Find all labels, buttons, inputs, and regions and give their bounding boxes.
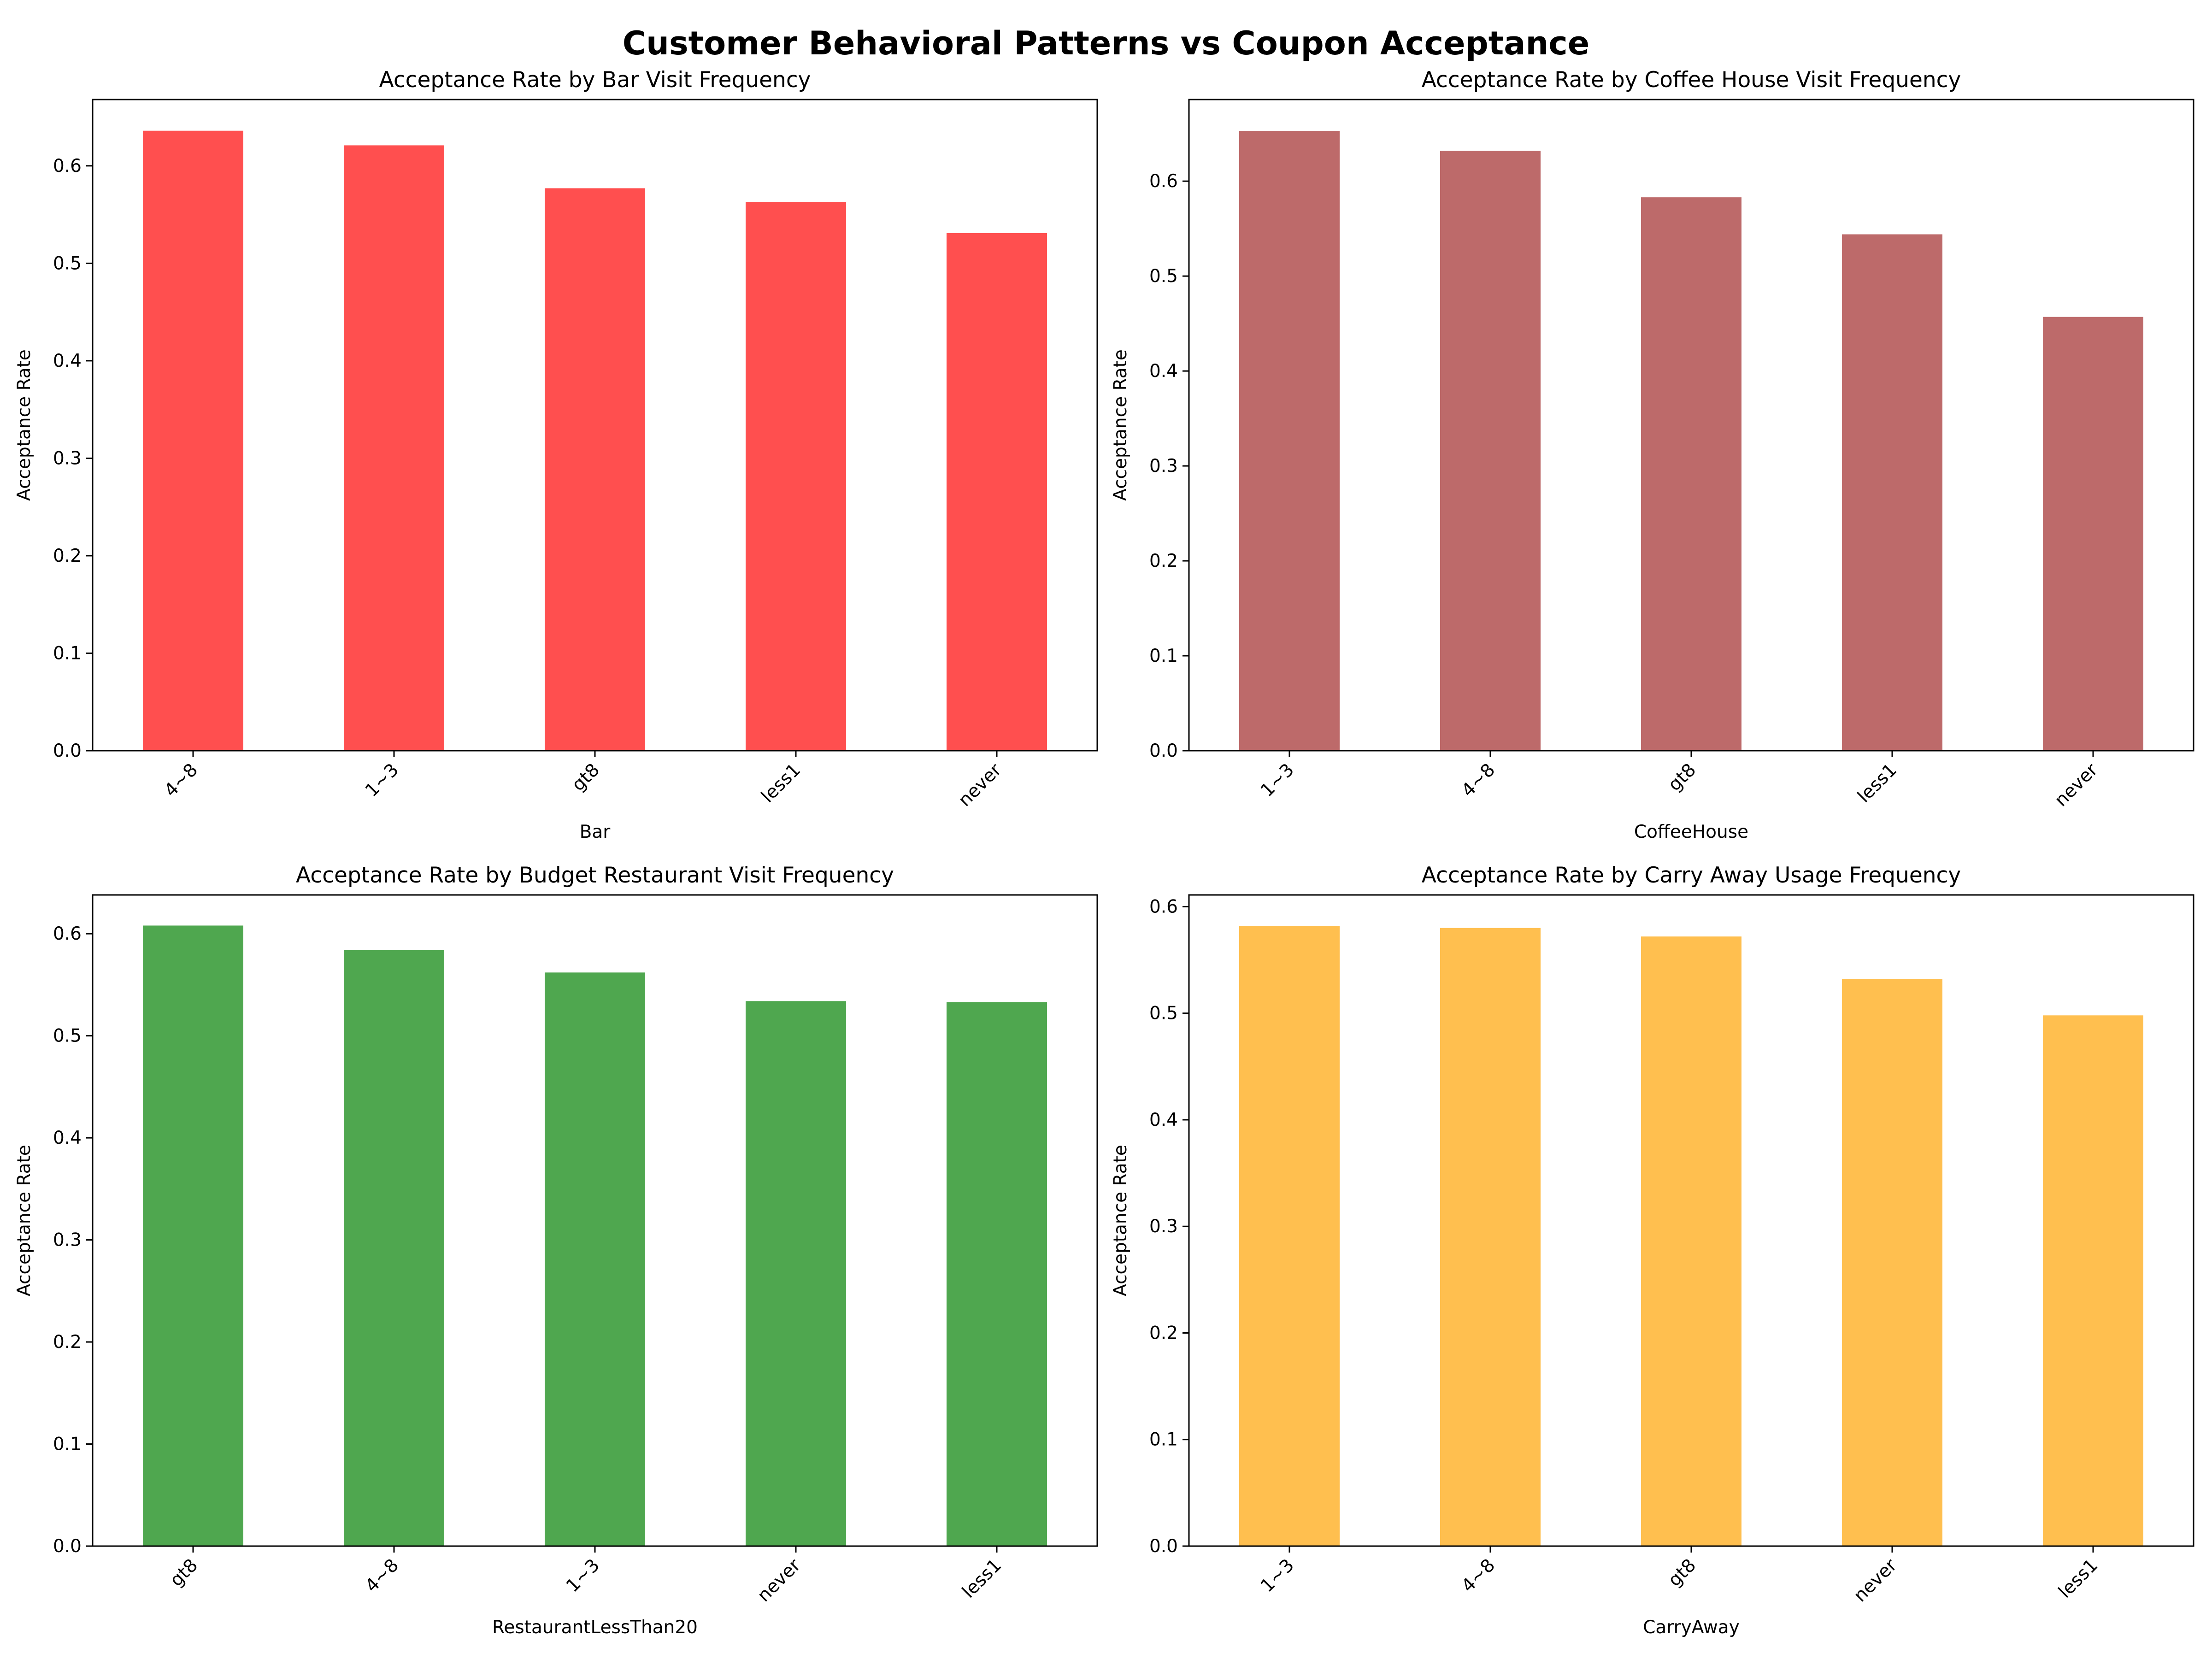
x-tick-label-restaurant-2: 1~3 (562, 1555, 604, 1596)
bar-restaurant-4 (947, 1002, 1047, 1546)
y-tick-label-coffeehouse-6: 0.6 (1149, 171, 1178, 192)
x-tick-label-coffeehouse-0: 1~3 (1257, 759, 1298, 801)
axes-frame-restaurant (92, 894, 1098, 1547)
x-tick-label-restaurant-1: 4~8 (361, 1555, 403, 1596)
y-tick-label-restaurant-1: 0.1 (53, 1434, 82, 1455)
bar-carryaway-1 (1440, 928, 1541, 1546)
y-axis-label-bar: Acceptance Rate (14, 349, 35, 501)
x-axis-label-restaurant: RestaurantLessThan20 (492, 1617, 698, 1638)
axes-frame-carryaway (1188, 894, 2194, 1547)
y-tick-label-carryaway-0: 0.0 (1149, 1536, 1178, 1557)
x-tick-label-bar-0: 4~8 (160, 759, 202, 801)
y-tick-label-bar-2: 0.2 (53, 546, 82, 566)
chart-title-bar: Acceptance Rate by Bar Visit Frequency (379, 67, 811, 93)
x-tick-label-carryaway-2: gt8 (1664, 1555, 1700, 1591)
x-tick-label-coffeehouse-1: 4~8 (1458, 759, 1499, 801)
y-tick-label-bar-5: 0.5 (53, 253, 82, 274)
y-tick-label-restaurant-2: 0.2 (53, 1332, 82, 1353)
y-tick-label-restaurant-5: 0.5 (53, 1026, 82, 1047)
y-tick-label-coffeehouse-3: 0.3 (1149, 456, 1178, 477)
x-axis-label-coffeehouse: CoffeeHouse (1634, 822, 1748, 842)
figure-title: Customer Behavioral Patterns vs Coupon A… (623, 24, 1590, 62)
x-tick-label-carryaway-0: 1~3 (1257, 1555, 1298, 1596)
y-tick-label-restaurant-3: 0.3 (53, 1230, 82, 1251)
chart-title-carryaway: Acceptance Rate by Carry Away Usage Freq… (1422, 863, 1961, 888)
x-axis-label-carryaway: CarryAway (1643, 1617, 1740, 1638)
x-tick-label-carryaway-1: 4~8 (1458, 1555, 1499, 1596)
x-tick-label-coffeehouse-3: less1 (1853, 759, 1901, 807)
bar-coffeehouse-2 (1641, 197, 1741, 751)
y-tick-label-restaurant-4: 0.4 (53, 1128, 82, 1148)
x-tick-label-bar-2: gt8 (568, 759, 604, 795)
chart-bar: Acceptance Rate by Bar Visit Frequency 0.… (14, 67, 1098, 842)
x-tick-label-coffeehouse-2: gt8 (1664, 759, 1700, 795)
y-tick-label-bar-0: 0.0 (53, 741, 82, 761)
y-tick-label-bar-3: 0.3 (53, 448, 82, 469)
y-tick-label-restaurant-0: 0.0 (53, 1536, 82, 1557)
bar-bar-4 (947, 233, 1047, 751)
bar-carryaway-4 (2043, 1015, 2143, 1546)
bar-restaurant-1 (344, 950, 444, 1546)
x-tick-label-restaurant-4: less1 (958, 1555, 1006, 1602)
y-tick-label-bar-6: 0.6 (53, 156, 82, 176)
bar-bar-0 (143, 130, 243, 751)
x-tick-label-bar-3: less1 (757, 759, 805, 807)
bar-carryaway-2 (1641, 936, 1741, 1546)
x-tick-label-coffeehouse-4: never (2051, 759, 2102, 811)
bar-coffeehouse-3 (1842, 234, 1942, 751)
bar-bar-3 (746, 202, 846, 751)
bar-restaurant-2 (545, 972, 645, 1546)
bar-restaurant-0 (143, 925, 243, 1546)
chart-title-restaurant: Acceptance Rate by Budget Restaurant Vis… (296, 863, 894, 888)
y-tick-label-carryaway-6: 0.6 (1149, 896, 1178, 917)
bar-carryaway-3 (1842, 979, 1942, 1546)
chart-coffeehouse: Acceptance Rate by Coffee House Visit Fr… (1110, 67, 2194, 842)
bar-carryaway-0 (1239, 926, 1340, 1546)
y-tick-label-carryaway-3: 0.3 (1149, 1216, 1178, 1237)
y-axis-label-restaurant: Acceptance Rate (14, 1145, 35, 1296)
y-tick-label-carryaway-5: 0.5 (1149, 1003, 1178, 1024)
x-tick-label-bar-4: never (954, 759, 1006, 811)
y-tick-label-bar-1: 0.1 (53, 643, 82, 664)
chart-title-coffeehouse: Acceptance Rate by Coffee House Visit Fr… (1422, 67, 1961, 93)
y-tick-label-coffeehouse-0: 0.0 (1149, 741, 1178, 761)
chart-panels: Acceptance Rate by Bar Visit Frequency 0.… (14, 67, 2194, 1638)
bar-bar-1 (344, 145, 444, 751)
y-tick-label-coffeehouse-5: 0.5 (1149, 266, 1178, 287)
bar-coffeehouse-0 (1239, 130, 1340, 751)
x-tick-label-restaurant-0: gt8 (166, 1555, 202, 1591)
bar-coffeehouse-4 (2043, 317, 2143, 751)
y-tick-label-coffeehouse-1: 0.1 (1149, 646, 1178, 666)
x-tick-label-carryaway-3: never (1850, 1555, 1901, 1606)
x-tick-label-bar-1: 1~3 (361, 759, 403, 801)
y-tick-label-coffeehouse-2: 0.2 (1149, 551, 1178, 571)
axes-frame-coffeehouse (1188, 99, 2194, 752)
bar-coffeehouse-1 (1440, 151, 1541, 751)
y-tick-label-coffeehouse-4: 0.4 (1149, 361, 1178, 382)
y-tick-label-restaurant-6: 0.6 (53, 924, 82, 944)
x-tick-label-restaurant-3: never (753, 1555, 805, 1606)
chart-restaurant: Acceptance Rate by Budget Restaurant Vis… (14, 863, 1098, 1638)
bar-restaurant-3 (746, 1001, 846, 1546)
axes-frame-bar (92, 99, 1098, 752)
y-tick-label-carryaway-2: 0.2 (1149, 1323, 1178, 1343)
y-axis-label-coffeehouse: Acceptance Rate (1110, 349, 1131, 501)
x-tick-label-carryaway-4: less1 (2054, 1555, 2102, 1602)
y-axis-label-carryaway: Acceptance Rate (1110, 1145, 1131, 1296)
y-tick-label-bar-4: 0.4 (53, 351, 82, 371)
y-tick-label-carryaway-4: 0.4 (1149, 1110, 1178, 1130)
chart-carryaway: Acceptance Rate by Carry Away Usage Freq… (1110, 863, 2194, 1638)
bar-bar-2 (545, 188, 645, 751)
y-tick-label-carryaway-1: 0.1 (1149, 1430, 1178, 1450)
x-axis-label-bar: Bar (580, 822, 611, 842)
